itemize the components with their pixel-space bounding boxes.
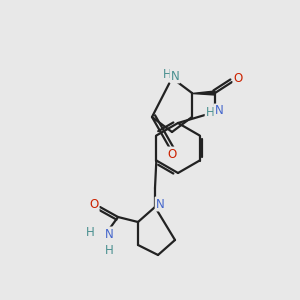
Text: N: N [171,70,179,83]
Text: H: H [163,68,171,82]
Text: N: N [156,197,164,211]
Text: O: O [89,199,99,212]
Text: N: N [105,227,113,241]
Text: H: H [206,106,214,119]
Text: N: N [214,104,224,118]
Text: H: H [85,226,94,239]
Polygon shape [192,91,215,95]
Text: O: O [167,148,177,160]
Text: O: O [233,73,243,85]
Text: H: H [105,244,113,257]
